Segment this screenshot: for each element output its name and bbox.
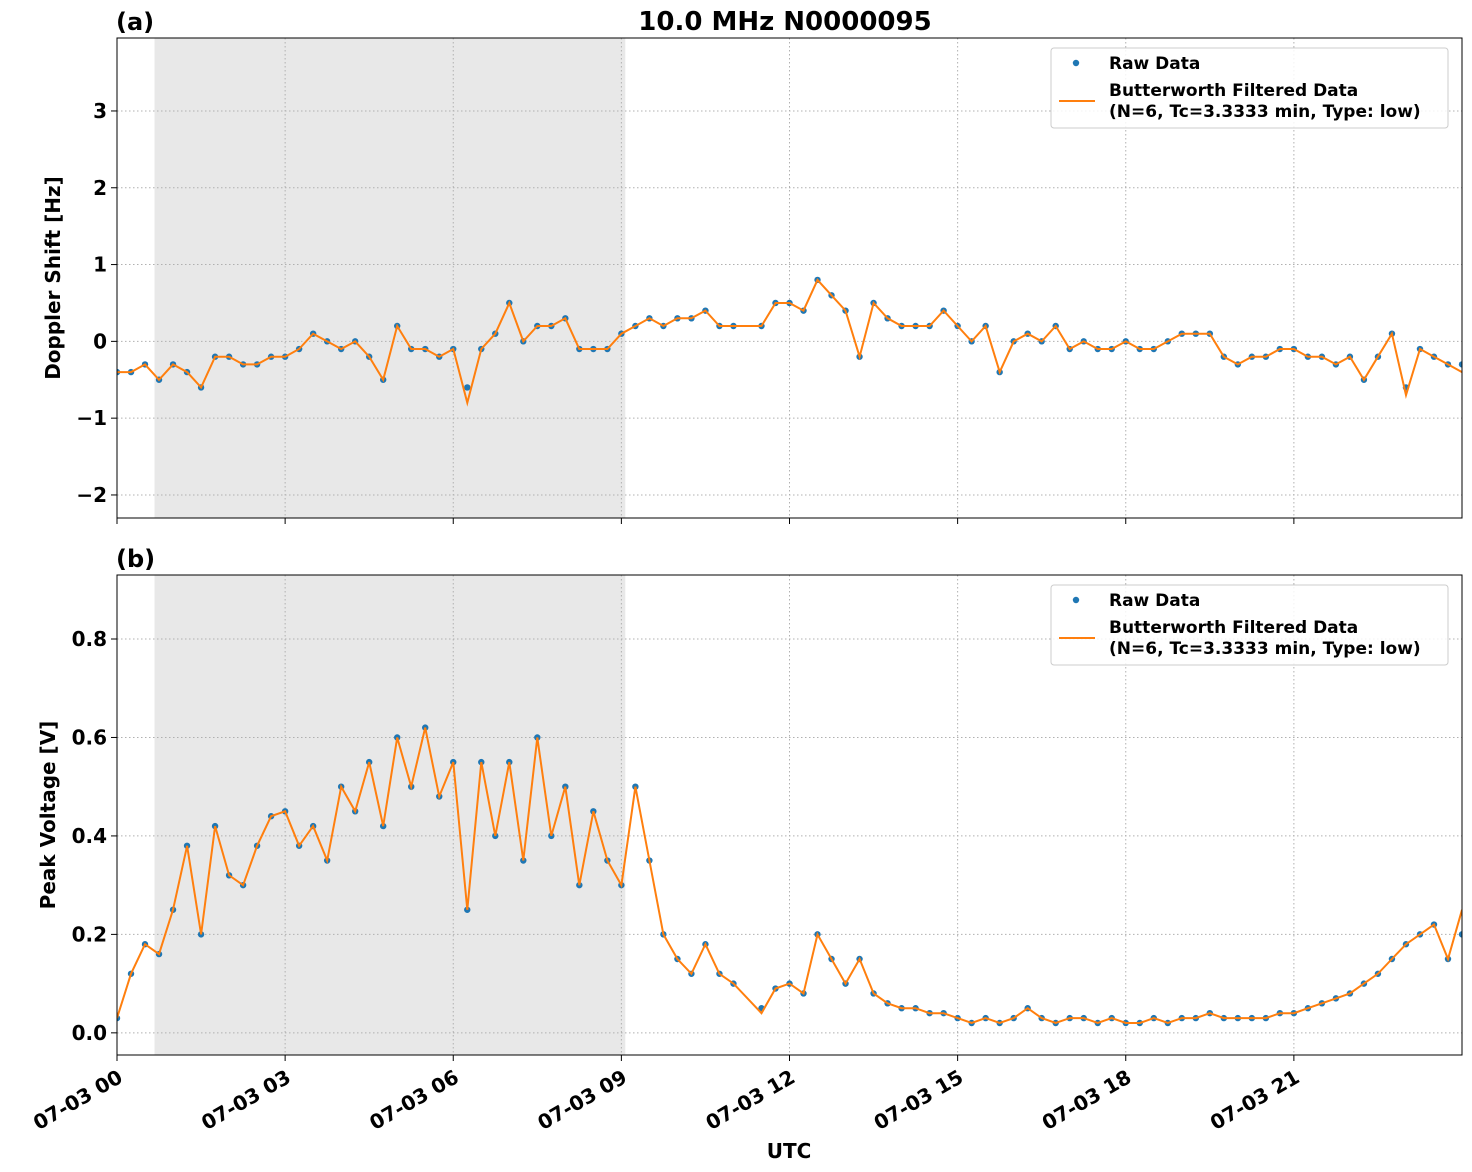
panel-voltage: (b) Peak Voltage [V] UTC 0.0 0.2 0.4 0.6 0.8… bbox=[29, 545, 1463, 1163]
plot-area bbox=[117, 276, 1462, 407]
y-tick-label: 0.4 bbox=[72, 824, 107, 848]
x-tick-label: 07-03 00 bbox=[29, 1065, 127, 1135]
y-tick-label: 0.0 bbox=[72, 1021, 107, 1045]
filtered-data-line bbox=[117, 278, 1462, 407]
y-tick-label: 1 bbox=[93, 253, 107, 277]
panel-label-a: (a) bbox=[116, 8, 154, 36]
y-tick-label: 0.8 bbox=[72, 627, 107, 651]
y-tick-label: 0 bbox=[93, 329, 107, 353]
x-tick-label: 07-03 12 bbox=[701, 1065, 799, 1135]
y-axis-label-b: Peak Voltage [V] bbox=[36, 721, 60, 910]
x-tick-label: 07-03 18 bbox=[1038, 1065, 1136, 1135]
legend-box bbox=[1050, 47, 1449, 129]
x-tick-label: 07-03 21 bbox=[1206, 1065, 1304, 1135]
x-tick-label: 07-03 09 bbox=[533, 1065, 631, 1135]
raw-data-point bbox=[1458, 361, 1462, 368]
legend-marker-raw bbox=[1072, 596, 1080, 604]
legend-label-raw: Raw Data bbox=[1109, 54, 1200, 74]
y-tick-label: 3 bbox=[93, 99, 107, 123]
night-shade-region bbox=[154, 575, 626, 1055]
legend-label-filter-params: (N=6, Tc=3.3333 min, Type: low) bbox=[1109, 102, 1421, 122]
raw-data-point bbox=[1458, 931, 1462, 938]
legend-box bbox=[1050, 584, 1449, 666]
legend-label-raw: Raw Data bbox=[1109, 591, 1200, 611]
legend-label-filtered: Butterworth Filtered Data bbox=[1109, 81, 1358, 101]
x-tick-label: 07-03 06 bbox=[365, 1065, 463, 1135]
legend-label-filtered: Butterworth Filtered Data bbox=[1109, 618, 1358, 638]
y-tick-label: −1 bbox=[76, 406, 107, 430]
plot-area bbox=[117, 724, 1462, 1027]
raw-data-point bbox=[464, 384, 471, 391]
panel-label-b: (b) bbox=[116, 545, 155, 573]
legend-marker-raw bbox=[1072, 59, 1080, 67]
legend-label-filter-params: (N=6, Tc=3.3333 min, Type: low) bbox=[1109, 639, 1421, 659]
y-axis-label-a: Doppler Shift [Hz] bbox=[41, 176, 65, 380]
night-shade-region bbox=[154, 38, 626, 518]
y-tick-label: 0.6 bbox=[72, 725, 107, 749]
x-tick-label: 07-03 15 bbox=[870, 1065, 968, 1135]
figure-title: 10.0 MHz N0000095 bbox=[638, 7, 931, 37]
y-tick-label: 2 bbox=[93, 176, 107, 200]
y-tick-label: −2 bbox=[76, 483, 107, 507]
y-tick-label: 0.2 bbox=[72, 922, 107, 946]
x-axis-label: UTC bbox=[767, 1139, 812, 1163]
filtered-data-line bbox=[117, 727, 1462, 1025]
x-tick-label: 07-03 03 bbox=[197, 1065, 295, 1135]
panel-doppler: (a) Doppler Shift [Hz] −2 −1 0 1 2 3 Raw Data B… bbox=[41, 8, 1463, 524]
